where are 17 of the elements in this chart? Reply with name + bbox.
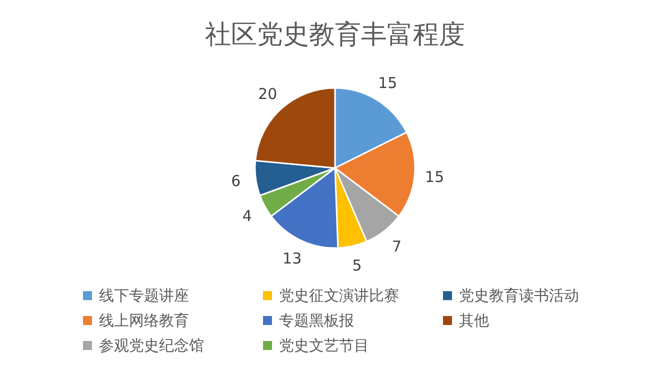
data-label: 7 <box>392 238 402 256</box>
data-label: 5 <box>352 256 362 275</box>
data-label: 15 <box>425 168 444 186</box>
legend-label: 党史征文演讲比赛 <box>279 286 399 305</box>
legend-label: 线上网络教育 <box>99 312 189 330</box>
data-label: 13 <box>282 249 302 268</box>
data-label: 15 <box>378 74 398 92</box>
legend-label: 专题黑板报 <box>279 312 354 330</box>
legend-label: 党史文艺节目 <box>279 336 369 354</box>
legend-label: 党史教育读书活动 <box>459 286 579 305</box>
data-label: 20 <box>258 85 278 104</box>
legend-label: 参观党史纪念馆 <box>99 336 204 354</box>
legend-label: 其他 <box>459 312 489 330</box>
legend-label: 线下专题讲座 <box>99 286 189 305</box>
data-label: 6 <box>231 172 241 190</box>
data-label: 4 <box>242 206 252 225</box>
chart-title: 社区党史教育丰富程度 <box>205 20 465 50</box>
